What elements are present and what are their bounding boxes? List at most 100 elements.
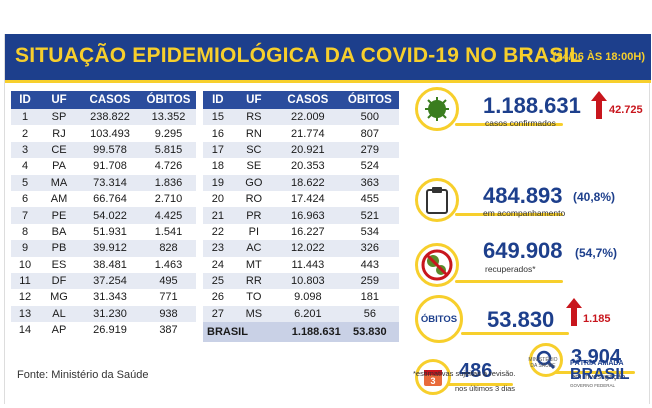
- monitoring-value: 484.893: [483, 183, 563, 208]
- cell-obitos: 938: [141, 305, 196, 323]
- cell-casos: 39.912: [79, 240, 141, 257]
- col-uf: UF: [232, 91, 276, 109]
- table-row: 27 MS 6.201 56: [203, 305, 399, 323]
- arrow-up-icon: [566, 298, 582, 326]
- underline: [555, 371, 635, 374]
- table-row: 26 TO 9.098 181: [203, 289, 399, 305]
- cell-id: 9: [11, 240, 39, 257]
- monitoring-label: em acompanhamento: [483, 208, 566, 218]
- table-row: 1 SP 238.822 13.352: [11, 109, 196, 126]
- monitoring-pct: (40,8%): [573, 190, 616, 204]
- virus-crossed-icon: [415, 243, 459, 287]
- cell-uf: RS: [232, 109, 276, 126]
- cell-id: 2: [21, 127, 29, 140]
- table-row: 21 PR 16.963 521: [203, 207, 399, 224]
- table-row: 13 AL 31.230 938: [11, 305, 196, 323]
- table-row: 9 PB 39.912 828: [11, 240, 196, 257]
- cell-obitos: 279: [340, 141, 399, 159]
- cell-casos: 54.022: [79, 207, 141, 224]
- col-obitos: ÓBITOS: [141, 91, 196, 109]
- cell-casos: 31.343: [93, 291, 127, 304]
- cell-id: 6: [21, 193, 29, 206]
- cell-obitos: 521: [340, 207, 399, 224]
- cell-id: 7: [11, 207, 39, 224]
- cell-casos: 16.227: [291, 225, 325, 238]
- underline: [455, 280, 563, 283]
- cell-id: 23: [203, 240, 233, 257]
- date-stamp: (24/06 ÀS 18:00H): [552, 51, 645, 63]
- deaths-delta: 1.185: [583, 313, 611, 325]
- source-note: Fonte: Ministério da Saúde: [17, 369, 149, 381]
- cell-casos: 17.424: [291, 193, 325, 206]
- cell-uf: RR: [232, 272, 276, 290]
- last3days-label: nos últimos 3 dias: [455, 384, 516, 393]
- confirmed-value: 1.188.631: [483, 93, 581, 118]
- gov-main: BRASIL: [570, 366, 630, 383]
- cell-obitos: 181: [360, 291, 380, 304]
- cell-obitos: 5.815: [141, 141, 196, 159]
- cell-casos: 11.443: [291, 258, 325, 271]
- cell-id: 20: [211, 193, 224, 206]
- cell-uf: AC: [232, 240, 276, 257]
- cell-id: 24: [211, 258, 224, 271]
- table-row: 11 DF 37.254 495: [11, 272, 196, 290]
- cell-casos: 37.254: [79, 272, 141, 290]
- cell-obitos: 56: [340, 305, 399, 323]
- gov-sub: GOVERNO FEDERAL: [570, 383, 616, 388]
- recovered-pct: (54,7%): [575, 246, 618, 260]
- cell-casos: 38.481: [93, 258, 127, 271]
- col-id: ID: [11, 91, 39, 109]
- table-row: 7 PE 54.022 4.425: [11, 207, 196, 224]
- calendar-icon: 3: [415, 359, 451, 395]
- col-casos: CASOS: [79, 91, 141, 109]
- cell-id: 11: [11, 272, 39, 290]
- cell-casos: 12.022: [275, 240, 341, 257]
- table-row: 14 AP 26.919 387: [11, 322, 196, 338]
- cell-obitos: 1.541: [154, 225, 183, 238]
- underline: [455, 213, 563, 216]
- last3days-value: 486: [459, 360, 493, 382]
- col-id: ID: [203, 91, 233, 109]
- cell-id: 3: [11, 141, 39, 159]
- cell-uf: MA: [39, 174, 79, 191]
- cell-id: 26: [211, 291, 224, 304]
- cell-uf: SE: [246, 160, 262, 173]
- cell-casos: 26.919: [93, 324, 127, 337]
- cell-id: 5: [11, 174, 39, 191]
- table-row: 25 RR 10.803 259: [203, 272, 399, 290]
- cell-uf: MT: [245, 258, 262, 271]
- cell-uf: RJ: [52, 127, 66, 140]
- investigation-label: em investigação: [571, 372, 626, 381]
- cell-obitos: 443: [360, 258, 380, 271]
- cell-uf: BA: [51, 225, 67, 238]
- table-row: 22 PI 16.227 534: [203, 224, 399, 240]
- cell-casos: 18.622: [275, 174, 341, 191]
- cell-casos: 20.353: [291, 160, 325, 173]
- cell-casos: 51.931: [93, 225, 127, 238]
- cell-id: 16: [211, 127, 224, 140]
- cell-obitos: 387: [159, 324, 178, 337]
- cell-uf: ES: [51, 258, 67, 271]
- cell-id: 1: [11, 109, 39, 126]
- cell-casos: 6.201: [275, 305, 341, 323]
- cell-uf: AP: [51, 324, 67, 337]
- deaths-badge: ÓBITOS: [415, 295, 463, 343]
- table-row: 23 AC 12.022 326: [203, 240, 399, 257]
- underline: [447, 383, 513, 386]
- cell-id: 22: [211, 225, 224, 238]
- table-row: 6 AM 66.764 2.710: [11, 191, 196, 207]
- cell-obitos: 2.710: [154, 193, 183, 206]
- cell-id: 10: [18, 258, 32, 271]
- cell-casos: 10.803: [275, 272, 341, 290]
- cell-id: 27: [203, 305, 233, 323]
- magnifier-icon: [529, 343, 563, 377]
- cell-obitos: 828: [141, 240, 196, 257]
- cell-obitos: 807: [360, 127, 380, 140]
- cell-uf: RN: [245, 127, 262, 140]
- table-row: 10 ES 38.481 1.463: [11, 257, 196, 273]
- deaths-value: 53.830: [487, 307, 555, 332]
- cell-uf: PA: [52, 160, 66, 173]
- infographic: SITUAÇÃO EPIDEMIOLÓGICA DA COVID-19 NO B…: [4, 34, 651, 404]
- table-row: 8 BA 51.931 1.541: [11, 224, 196, 240]
- header-divider: [5, 80, 651, 83]
